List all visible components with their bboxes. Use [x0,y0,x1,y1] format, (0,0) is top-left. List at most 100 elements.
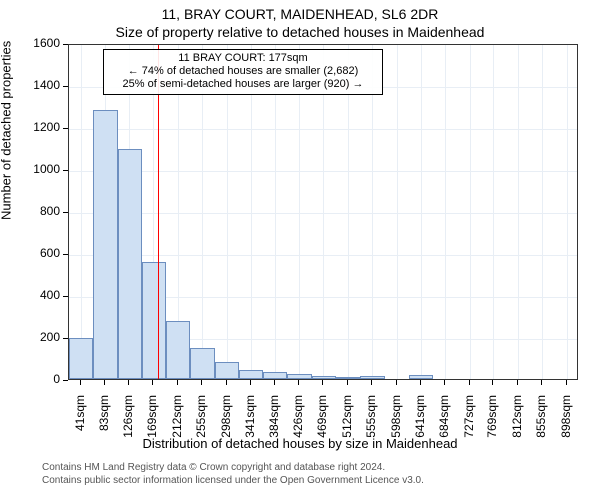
xtick-mark [541,380,542,385]
ytick-mark [63,380,68,381]
gridline-v [421,45,422,379]
histogram-bar [409,375,433,379]
gridline-v [323,45,324,379]
xtick-mark [517,380,518,385]
xtick-label: 684sqm [437,395,451,445]
attribution-line1: Contains HM Land Registry data © Crown c… [42,462,385,473]
xtick-label: 555sqm [364,395,378,445]
xtick-label: 469sqm [315,395,329,445]
ytick-label: 0 [28,372,60,386]
xtick-label: 855sqm [534,395,548,445]
ytick-label: 1400 [28,78,60,92]
xtick-label: 255sqm [194,395,208,445]
gridline-v [251,45,252,379]
ytick-label: 400 [28,288,60,302]
xtick-mark [322,380,323,385]
chart-title: Size of property relative to detached ho… [0,24,600,40]
xtick-mark [347,380,348,385]
ytick-mark [63,254,68,255]
gridline-v [348,45,349,379]
xtick-mark [492,380,493,385]
xtick-mark [469,380,470,385]
xtick-label: 512sqm [340,395,354,445]
histogram-bar [360,376,384,379]
xtick-label: 641sqm [413,395,427,445]
histogram-bar [166,321,190,379]
ytick-label: 1600 [28,36,60,50]
xtick-mark [371,380,372,385]
xtick-label: 598sqm [389,395,403,445]
xtick-mark [420,380,421,385]
ytick-mark [63,212,68,213]
chart-supertitle: 11, BRAY COURT, MAIDENHEAD, SL6 2DR [0,6,600,22]
xtick-mark [128,380,129,385]
histogram-bar [312,376,336,379]
xtick-mark [177,380,178,385]
gridline-v [299,45,300,379]
gridline-v [81,45,82,379]
ytick-label: 1200 [28,120,60,134]
xtick-mark [298,380,299,385]
gridline-v [275,45,276,379]
xtick-label: 126sqm [121,395,135,445]
ytick-label: 200 [28,330,60,344]
xtick-label: 898sqm [559,395,573,445]
xtick-label: 727sqm [462,395,476,445]
histogram-bar [336,377,360,379]
gridline-v [493,45,494,379]
histogram-bar [287,374,311,379]
xtick-label: 41sqm [73,395,87,445]
ytick-mark [63,128,68,129]
histogram-bar [93,110,117,379]
xtick-mark [396,380,397,385]
histogram-plot-area: 11 BRAY COURT: 177sqm← 74% of detached h… [68,44,578,380]
ytick-mark [63,44,68,45]
xtick-label: 384sqm [267,395,281,445]
xtick-mark [444,380,445,385]
xtick-label: 812sqm [510,395,524,445]
ytick-label: 1000 [28,162,60,176]
histogram-bar [239,370,263,379]
property-marker-line [158,45,160,379]
annotation-line2: ← 74% of detached houses are smaller (2,… [107,65,379,78]
xtick-mark [226,380,227,385]
gridline-v [372,45,373,379]
histogram-bar [142,262,166,379]
gridline-v [542,45,543,379]
y-axis-label: Number of detached properties [0,41,14,220]
histogram-bar [263,372,287,379]
ytick-label: 600 [28,246,60,260]
gridline-v [518,45,519,379]
gridline-v [227,45,228,379]
xtick-mark [566,380,567,385]
ytick-label: 800 [28,204,60,218]
xtick-mark [274,380,275,385]
ytick-mark [63,170,68,171]
histogram-bar [215,362,239,379]
xtick-mark [201,380,202,385]
xtick-label: 426sqm [291,395,305,445]
xtick-mark [250,380,251,385]
ytick-mark [63,296,68,297]
xtick-label: 212sqm [170,395,184,445]
xtick-mark [104,380,105,385]
histogram-bar [118,149,142,379]
xtick-label: 83sqm [97,395,111,445]
annotation-line3: 25% of semi-detached houses are larger (… [107,78,379,91]
attribution-text: Contains HM Land Registry data © Crown c… [42,462,424,487]
annotation-line1: 11 BRAY COURT: 177sqm [107,52,379,65]
gridline-v [445,45,446,379]
xtick-label: 298sqm [219,395,233,445]
annotation-box: 11 BRAY COURT: 177sqm← 74% of detached h… [103,49,383,95]
xtick-label: 341sqm [243,395,257,445]
gridline-v [567,45,568,379]
xtick-mark [80,380,81,385]
gridline-v [397,45,398,379]
xtick-mark [152,380,153,385]
histogram-bar [69,338,93,379]
gridline-v [470,45,471,379]
ytick-mark [63,86,68,87]
attribution-line2: Contains public sector information licen… [42,475,424,486]
histogram-bar [190,348,214,380]
gridline-v [202,45,203,379]
